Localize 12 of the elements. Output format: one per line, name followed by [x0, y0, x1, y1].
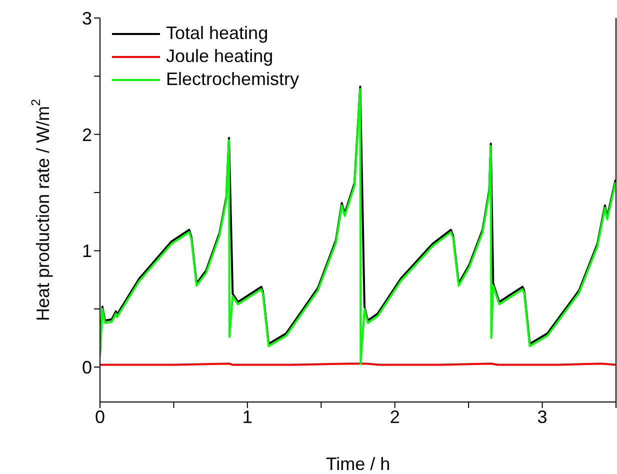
legend-label: Electrochemistry — [166, 68, 300, 91]
legend-label: Total heating — [166, 22, 268, 45]
y-tick-label: 0 — [82, 357, 92, 378]
x-tick-label: 3 — [537, 406, 548, 427]
x-tick-label: 0 — [94, 406, 106, 427]
y-tick-label: 2 — [82, 124, 92, 145]
x-tick-label: 2 — [390, 406, 400, 427]
x-axis-title: Time / h — [326, 454, 390, 474]
y-tick-label: 1 — [82, 241, 92, 262]
x-tick-label: 1 — [242, 406, 252, 427]
y-tick-label: 3 — [82, 8, 92, 28]
legend-label: Joule heating — [166, 45, 274, 68]
